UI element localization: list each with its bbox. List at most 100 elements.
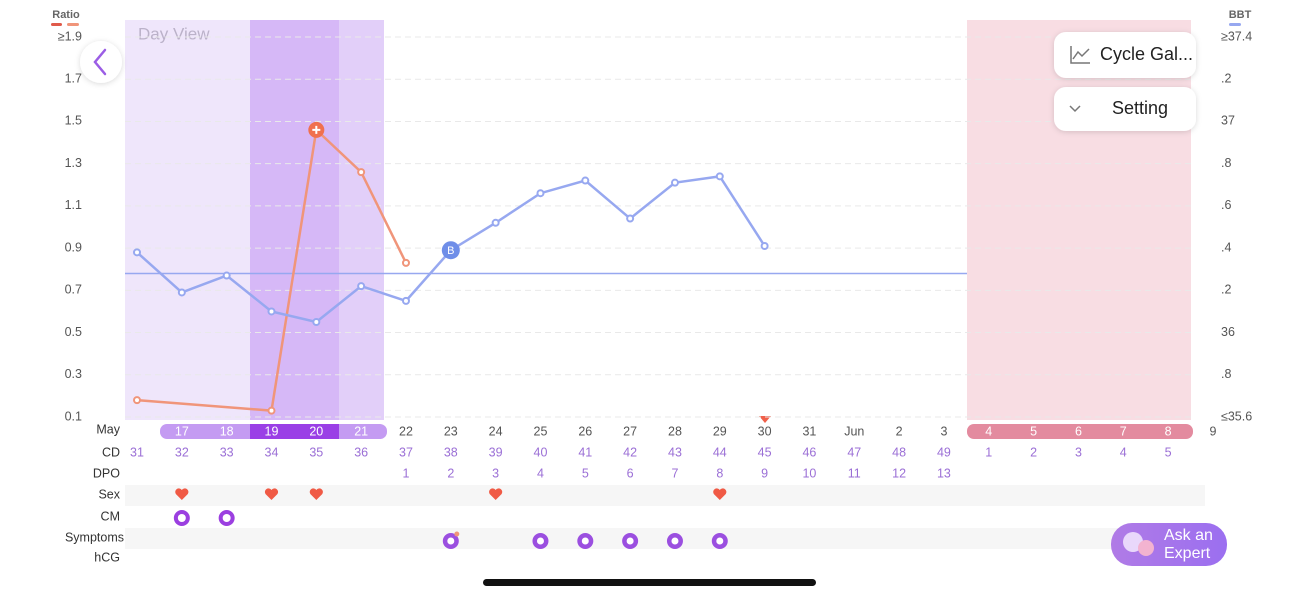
y-tick-label: 1.1	[65, 198, 82, 212]
dpo-label: 12	[892, 466, 906, 480]
series-point	[581, 176, 590, 185]
cd-label: 2	[1030, 445, 1037, 459]
cd-label: 38	[444, 445, 458, 459]
date-label: 6	[1075, 424, 1082, 438]
y2-tick-label: ≥37.4	[1221, 29, 1252, 43]
y2-tick-label: 36	[1221, 325, 1235, 339]
cd-label: 5	[1165, 445, 1172, 459]
cd-label: 31	[130, 445, 144, 459]
cd-label: 4	[1120, 445, 1127, 459]
legend-swatch	[1229, 23, 1241, 26]
series-point	[401, 296, 410, 305]
peak-marker-plus	[312, 125, 321, 134]
ask-expert-button[interactable]: Ask an Expert	[1111, 523, 1227, 566]
button-label: Ask an	[1164, 527, 1213, 544]
symptom-icon-inner	[447, 537, 455, 545]
back-button[interactable]	[80, 41, 122, 83]
row-label: Symptoms	[65, 530, 124, 544]
sex-icon	[309, 488, 323, 500]
cd-label: 49	[937, 445, 951, 459]
setting-button[interactable]: Setting	[1054, 87, 1196, 131]
series-point	[222, 271, 231, 280]
y-tick-label: 0.5	[65, 325, 82, 339]
date-label: 20	[309, 424, 323, 438]
date-label: 27	[623, 424, 637, 438]
cd-label: 43	[668, 445, 682, 459]
date-label: 22	[399, 424, 413, 438]
y-tick-label: 0.1	[65, 409, 82, 423]
date-label: 19	[265, 424, 279, 438]
cd-label: 37	[399, 445, 413, 459]
row-label: CM	[101, 509, 120, 523]
legend-swatch	[67, 23, 79, 26]
symptom-icon-inner	[716, 537, 724, 545]
series-point	[133, 248, 141, 257]
cd-label: 34	[265, 445, 279, 459]
sex-icon	[489, 488, 503, 500]
series-point	[760, 242, 769, 250]
gallery-button[interactable]: Cycle Gal...	[1054, 32, 1196, 78]
symptom-icon-inner	[581, 537, 589, 545]
cm-icon-inner	[177, 514, 186, 522]
cd-label: 39	[489, 445, 503, 459]
series-point	[401, 258, 410, 267]
series-point	[267, 307, 276, 316]
cm-icon-inner	[222, 514, 231, 522]
series-point	[133, 396, 141, 405]
cd-label: 47	[847, 445, 861, 459]
date-label: 18	[220, 424, 234, 438]
dpo-label: 3	[492, 466, 499, 480]
y2-tick-label: .8	[1221, 367, 1231, 381]
date-label: 24	[489, 424, 503, 438]
date-label: 5	[1030, 424, 1037, 438]
cd-label: 33	[220, 445, 234, 459]
date-label: 31	[802, 424, 816, 438]
cd-label: 3	[1075, 445, 1082, 459]
date-label: 21	[354, 424, 368, 438]
peak-window	[250, 20, 339, 420]
y-tick-label: 1.3	[65, 156, 82, 170]
month-label: May	[96, 422, 120, 436]
dpo-label: 4	[537, 466, 544, 480]
dpo-label: 2	[447, 466, 454, 480]
peak-pill	[250, 424, 339, 439]
y-tick-label: 0.7	[65, 283, 82, 297]
y-tick-label: ≥1.9	[58, 29, 82, 43]
date-label: 8	[1165, 424, 1172, 438]
button-label: Expert	[1164, 545, 1211, 562]
date-label: 29	[713, 424, 727, 438]
y2-tick-label: ≤35.6	[1221, 409, 1252, 423]
cd-label: 41	[578, 445, 592, 459]
row-label: hCG	[94, 550, 120, 564]
y2-tick-label: .4	[1221, 240, 1231, 254]
cd-label: 44	[713, 445, 727, 459]
row-label: CD	[102, 445, 120, 459]
series-point	[267, 406, 276, 415]
y2-tick-label: .2	[1221, 283, 1231, 297]
series-point	[312, 318, 321, 326]
sex-icon	[264, 488, 279, 500]
series-point	[357, 282, 366, 291]
button-label: Setting	[1112, 98, 1168, 118]
y-tick-label: 1.7	[65, 72, 82, 86]
cd-label: 46	[802, 445, 816, 459]
date-label: 17	[175, 424, 189, 438]
y2-tick-label: .2	[1221, 72, 1231, 86]
date-label: 28	[668, 424, 682, 438]
series-point	[715, 172, 724, 181]
date-label: 25	[534, 424, 548, 438]
button-label: Cycle Gal...	[1100, 44, 1193, 64]
cd-label: 1	[985, 445, 992, 459]
date-label: 23	[444, 424, 458, 438]
right-axis-title: BBT	[1229, 9, 1252, 21]
series-point	[536, 189, 545, 198]
cd-label: 42	[623, 445, 637, 459]
dpo-label: 10	[802, 466, 816, 480]
date-label: 9	[1209, 424, 1216, 438]
dpo-label: 13	[937, 466, 951, 480]
cd-label: 40	[534, 445, 548, 459]
date-label: 26	[578, 424, 592, 438]
y-tick-label: 1.5	[65, 114, 82, 128]
symptom-badge	[454, 531, 460, 537]
